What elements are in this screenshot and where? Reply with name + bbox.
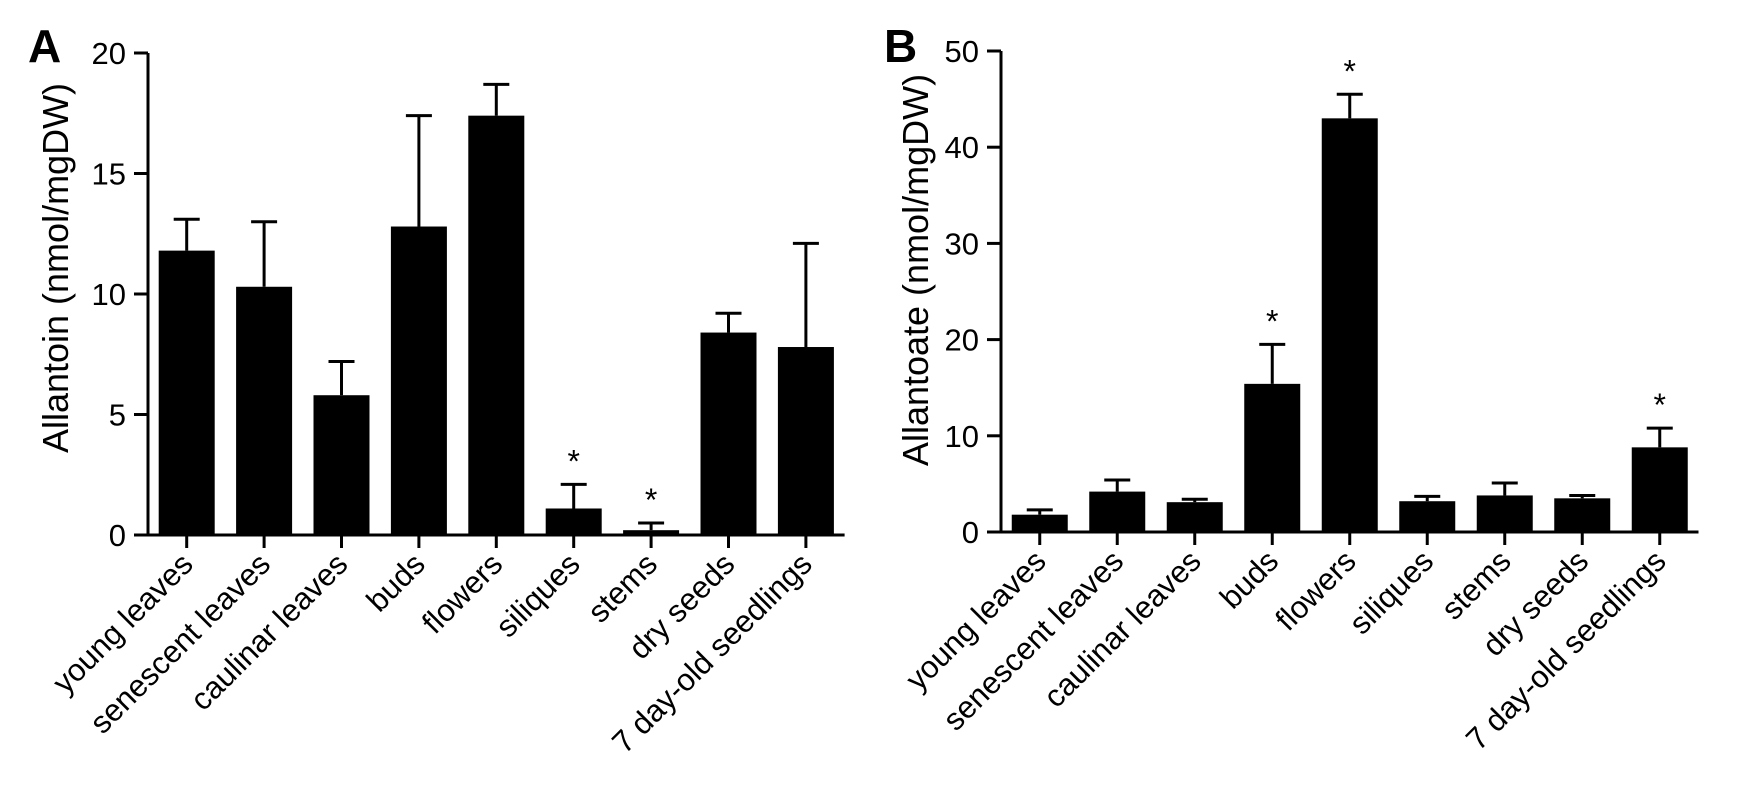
x-tick-label: siliques: [489, 546, 587, 644]
bar: [545, 508, 602, 535]
bar: [1399, 501, 1456, 532]
significance-marker: *: [1654, 387, 1666, 423]
bar: [1321, 118, 1378, 532]
y-tick-label: 50: [945, 34, 979, 69]
bar: [1476, 495, 1533, 532]
bar: [158, 250, 215, 535]
panel-b-chart: B Allantoate (nmol/mgDW) 01020304050youn…: [884, 20, 1699, 757]
y-tick-label: 40: [945, 130, 979, 165]
x-tick-label: siliques: [1342, 543, 1440, 641]
bar: [700, 332, 757, 535]
bar: [1166, 502, 1223, 532]
significance-marker: *: [645, 482, 657, 518]
y-tick-label: 10: [92, 277, 126, 312]
y-tick-label: 15: [92, 157, 126, 192]
panel-letter: B: [884, 20, 917, 72]
bar: [1011, 514, 1068, 532]
bar: [236, 286, 293, 535]
y-tick-label: 5: [109, 398, 126, 433]
bar: [468, 115, 525, 535]
y-tick-label: 20: [945, 323, 979, 358]
significance-marker: *: [1266, 303, 1278, 339]
y-tick-label: 0: [109, 518, 126, 553]
x-tick-label: buds: [360, 546, 432, 618]
y-tick-label: 0: [962, 515, 979, 550]
bar: [313, 395, 370, 535]
x-tick-label: buds: [1213, 543, 1285, 615]
y-tick-label: 20: [92, 36, 126, 71]
bar: [623, 530, 680, 535]
bar: [1631, 447, 1688, 532]
panel-letter: A: [28, 20, 61, 72]
significance-marker: *: [1344, 53, 1356, 89]
y-tick-label: 10: [945, 419, 979, 454]
bar: [1554, 498, 1611, 532]
y-tick-label: 30: [945, 226, 979, 261]
bar: [777, 347, 834, 535]
y-axis-title: Allantoate (nmol/mgDW): [895, 74, 936, 466]
bar: [390, 226, 447, 535]
y-axis-title: Allantoin (nmol/mgDW): [35, 83, 76, 453]
significance-marker: *: [567, 443, 579, 479]
bar: [1244, 383, 1301, 532]
bar: [1089, 491, 1146, 532]
